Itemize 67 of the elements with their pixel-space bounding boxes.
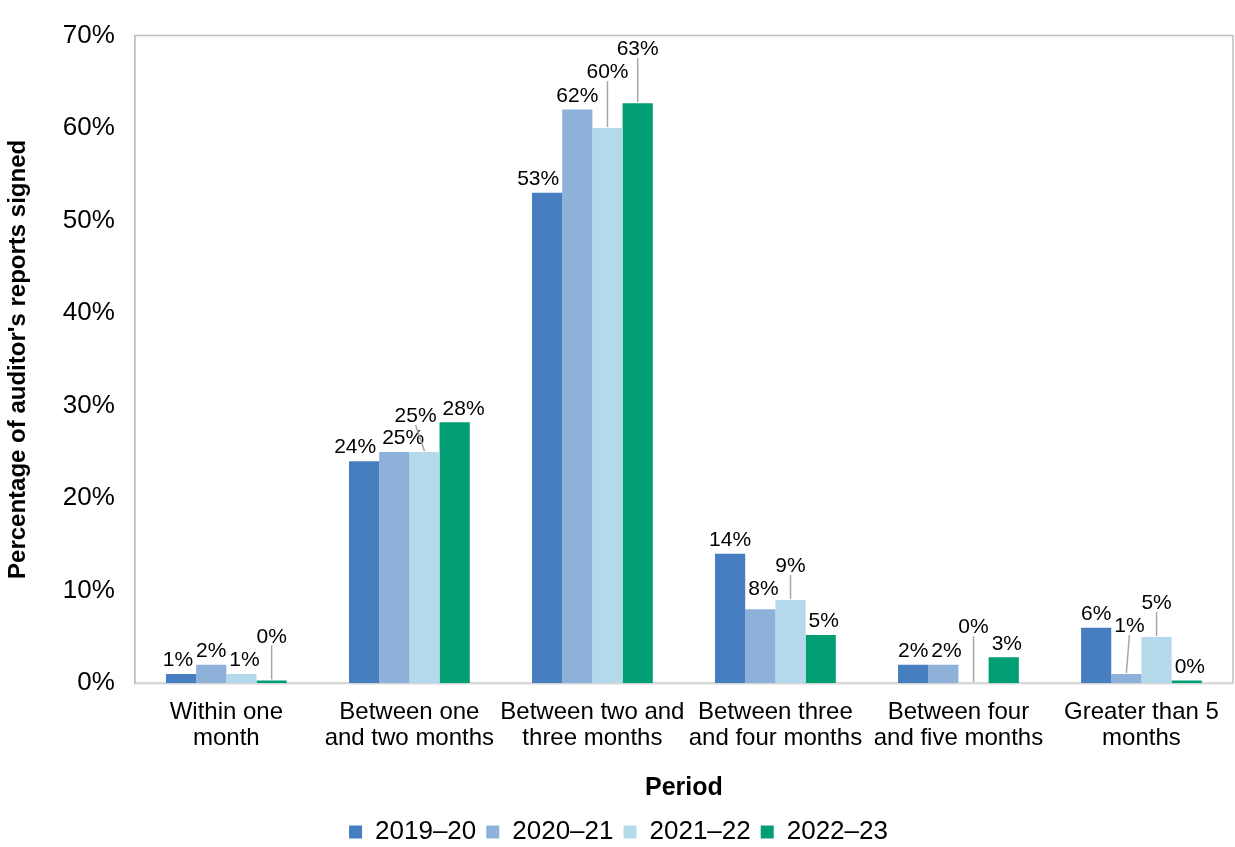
bar <box>775 599 806 684</box>
x-tick-label: Between one and two months <box>324 697 495 751</box>
bar <box>622 103 653 684</box>
data-label: 63% <box>616 36 659 60</box>
bar <box>409 451 440 684</box>
y-tick-label: 30% <box>62 388 115 419</box>
data-label: 0% <box>958 614 989 638</box>
bar <box>745 609 776 684</box>
data-label: 62% <box>556 82 599 106</box>
bar <box>805 635 836 684</box>
legend-label: 2019–20 <box>375 815 477 846</box>
data-label: 25% <box>382 425 425 449</box>
bar <box>898 664 929 684</box>
data-label: 3% <box>991 630 1022 654</box>
data-label: 5% <box>1141 590 1172 614</box>
data-label: 2% <box>897 637 929 661</box>
bar <box>715 553 746 684</box>
x-tick-label: Between four and five months <box>873 697 1044 751</box>
bar <box>562 109 593 684</box>
data-label: 28% <box>442 395 485 419</box>
legend-label: 2020–21 <box>512 815 614 846</box>
bar <box>165 673 197 684</box>
bar <box>1081 627 1112 684</box>
bar <box>592 128 623 684</box>
legend-label: 2022–23 <box>786 815 888 846</box>
data-label: 6% <box>1080 600 1112 624</box>
data-label: 1% <box>162 647 194 671</box>
y-tick-label: 0% <box>77 666 115 697</box>
y-tick-label: 70% <box>62 18 115 49</box>
y-tick-label: 10% <box>62 573 115 604</box>
x-axis-title: Period <box>645 771 723 800</box>
bar <box>439 422 470 684</box>
data-label: 2% <box>196 637 227 661</box>
data-label: 2% <box>931 637 962 661</box>
bar <box>531 192 563 684</box>
bar <box>256 680 287 684</box>
data-label: 25% <box>394 403 437 427</box>
data-label: 5% <box>808 608 839 632</box>
bar <box>348 461 380 684</box>
data-label: 1% <box>1114 613 1145 637</box>
data-label: 53% <box>517 166 560 190</box>
bar <box>196 664 227 684</box>
data-label: 60% <box>586 59 629 83</box>
y-axis-title: Percentage of auditor's reports signed <box>3 139 31 579</box>
x-tick-label: Greater than 5 months <box>1064 697 1219 751</box>
data-label: 14% <box>709 526 752 550</box>
bar <box>928 664 959 684</box>
bar <box>1111 673 1142 684</box>
x-tick-label: Between three and four months <box>688 697 863 751</box>
x-tick-label: Between two and three months <box>500 697 685 751</box>
y-tick-label: 60% <box>62 111 115 142</box>
legend-label: 2021–22 <box>649 815 751 846</box>
data-label: 8% <box>748 576 779 600</box>
y-tick-label: 40% <box>62 296 115 327</box>
data-label: 1% <box>229 647 260 671</box>
data-label: 24% <box>334 434 377 458</box>
bar <box>988 657 1019 684</box>
bar <box>226 673 257 684</box>
data-label: 0% <box>1174 653 1206 677</box>
y-tick-label: 20% <box>62 481 115 512</box>
data-label: 0% <box>256 623 287 647</box>
bar <box>1171 680 1202 684</box>
data-label: 9% <box>775 553 806 577</box>
bar <box>379 451 410 684</box>
bar <box>1141 636 1172 684</box>
y-tick-label: 50% <box>62 203 115 234</box>
x-tick-label: Within one month <box>169 697 284 751</box>
